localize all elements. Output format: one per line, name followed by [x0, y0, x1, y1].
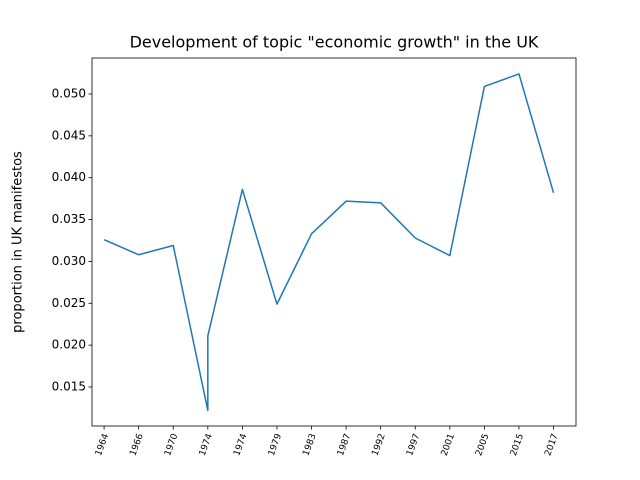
y-tick-label: 0.040 [52, 170, 86, 184]
y-tick-label: 0.020 [52, 338, 86, 352]
line-series [103, 73, 555, 412]
y-tick-label: 0.025 [52, 296, 86, 310]
y-tick-label: 0.015 [52, 379, 86, 393]
y-axis-label: proportion in UK manifestos [11, 151, 26, 333]
y-tick-label: 0.050 [52, 86, 86, 100]
chart-title: Development of topic "economic growth" i… [130, 33, 539, 52]
y-tick-label: 0.035 [52, 212, 86, 226]
y-tick-label: 0.045 [52, 128, 86, 142]
plot-frame [91, 57, 577, 427]
y-tick-label: 0.030 [52, 254, 86, 268]
